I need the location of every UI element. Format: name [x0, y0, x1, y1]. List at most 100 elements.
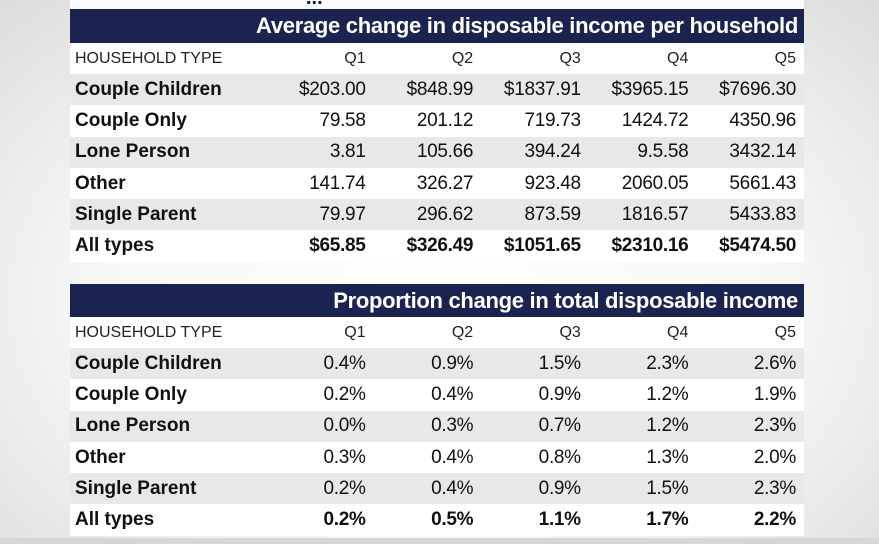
cell-value: $65.85: [266, 230, 374, 262]
cell-value: 79.97: [266, 199, 374, 231]
row-label: Other: [70, 167, 266, 200]
table-row: Couple Only 79.58 201.12 719.73 1424.72 …: [70, 105, 804, 137]
column-header-q2: Q2: [373, 43, 482, 74]
cell-value: 2.3%: [696, 473, 804, 505]
cell-value: 0.4%: [266, 348, 374, 380]
table-row: Lone Person 0.0% 0.3% 0.7% 1.2% 2.3%: [70, 410, 804, 442]
proportion-table-header: HOUSEHOLD TYPE Q1 Q2 Q3 Q4 Q5: [70, 317, 804, 348]
income-panel: ... Average change in disposable income …: [70, 0, 804, 262]
cell-value: 0.9%: [373, 348, 482, 380]
cell-value: 79.58: [266, 105, 374, 137]
cell-value: 2.0%: [696, 441, 804, 474]
cell-value: 3432.14: [696, 136, 804, 168]
cell-value: 5661.43: [696, 167, 804, 200]
column-header-q2: Q2: [373, 317, 482, 348]
row-label: Lone Person: [70, 136, 266, 168]
cell-value: 0.0%: [266, 410, 374, 442]
cell-value: 0.4%: [373, 473, 482, 505]
row-label: All types: [70, 504, 266, 536]
cell-value: 1424.72: [588, 105, 697, 137]
row-label: Couple Only: [70, 105, 266, 137]
row-label: Couple Children: [70, 348, 266, 380]
cell-value: 2060.05: [588, 167, 697, 200]
column-header-household-type: HOUSEHOLD TYPE: [70, 43, 266, 74]
table-row: Other 141.74 326.27 923.48 2060.05 5661.…: [70, 167, 804, 200]
income-table: HOUSEHOLD TYPE Q1 Q2 Q3 Q4 Q5 Couple Chi…: [70, 43, 804, 262]
cell-value: 0.3%: [373, 410, 482, 442]
table-row: Single Parent 0.2% 0.4% 0.9% 1.5% 2.3%: [70, 473, 804, 505]
cell-value: 0.9%: [481, 473, 589, 505]
cell-value: 2.3%: [588, 348, 697, 380]
clipped-heading: ...: [306, 0, 323, 9]
column-header-q3: Q3: [481, 317, 589, 348]
cell-value: 923.48: [481, 167, 589, 200]
cell-value: 873.59: [481, 199, 589, 231]
proportion-panel: Proportion change in total disposable in…: [70, 284, 804, 536]
cell-value: $3965.15: [588, 74, 697, 106]
cell-value: 1816.57: [588, 199, 697, 231]
table-row: Single Parent 79.97 296.62 873.59 1816.5…: [70, 199, 804, 231]
cell-value: 5433.83: [696, 199, 804, 231]
cell-value: 326.27: [373, 167, 482, 200]
cell-value: 1.9%: [696, 379, 804, 411]
cell-value: $2310.16: [588, 230, 697, 262]
cell-value: 1.5%: [481, 348, 589, 380]
row-label: Couple Only: [70, 379, 266, 411]
cell-value: 1.5%: [588, 473, 697, 505]
cell-value: 105.66: [373, 136, 482, 168]
cell-value: 719.73: [481, 105, 589, 137]
cell-value: 1.2%: [588, 379, 697, 411]
cell-value: 0.2%: [266, 473, 374, 505]
cell-value: 2.3%: [696, 410, 804, 442]
cell-value: 394.24: [481, 136, 589, 168]
cell-value: $7696.30: [696, 74, 804, 106]
table-row: Lone Person 3.81 105.66 394.24 9.5.58 34…: [70, 136, 804, 168]
cell-value: 1.1%: [481, 504, 589, 536]
bottom-strip: [0, 538, 879, 544]
table-row: Couple Children $203.00 $848.99 $1837.91…: [70, 74, 804, 106]
cell-value: 141.74: [266, 167, 374, 200]
cell-value: $203.00: [266, 74, 374, 106]
cell-value: $848.99: [373, 74, 482, 106]
clipped-heading-area: ...: [70, 0, 804, 9]
cell-value: $5474.50: [696, 230, 804, 262]
column-header-q4: Q4: [588, 317, 697, 348]
income-table-title: Average change in disposable income per …: [70, 9, 804, 43]
row-label: Other: [70, 441, 266, 474]
cell-value: 0.3%: [266, 441, 374, 474]
cell-value: 9.5.58: [588, 136, 697, 168]
cell-value: $1837.91: [481, 74, 589, 106]
row-label: All types: [70, 230, 266, 262]
column-header-q5: Q5: [696, 43, 804, 74]
cell-value: 0.7%: [481, 410, 589, 442]
cell-value: 0.5%: [373, 504, 482, 536]
cell-value: 296.62: [373, 199, 482, 231]
table-row: Other 0.3% 0.4% 0.8% 1.3% 2.0%: [70, 441, 804, 474]
proportion-table-title: Proportion change in total disposable in…: [70, 284, 804, 317]
cell-value: 1.3%: [588, 441, 697, 474]
column-header-q3: Q3: [481, 43, 589, 74]
table-row-total: All types 0.2% 0.5% 1.1% 1.7% 2.2%: [70, 504, 804, 536]
column-header-q1: Q1: [266, 317, 374, 348]
cell-value: 2.2%: [696, 504, 804, 536]
column-header-household-type: HOUSEHOLD TYPE: [70, 317, 266, 348]
cell-value: $1051.65: [481, 230, 589, 262]
column-header-q4: Q4: [588, 43, 697, 74]
row-label: Single Parent: [70, 199, 266, 231]
row-label: Lone Person: [70, 410, 266, 442]
cell-value: 0.4%: [373, 379, 482, 411]
cell-value: 0.2%: [266, 504, 374, 536]
row-label: Couple Children: [70, 74, 266, 106]
table-row: Couple Only 0.2% 0.4% 0.9% 1.2% 1.9%: [70, 379, 804, 411]
cell-value: 2.6%: [696, 348, 804, 380]
cell-value: 0.9%: [481, 379, 589, 411]
table-row: Couple Children 0.4% 0.9% 1.5% 2.3% 2.6%: [70, 348, 804, 380]
cell-value: 1.7%: [588, 504, 697, 536]
cell-value: $326.49: [373, 230, 482, 262]
column-header-q5: Q5: [696, 317, 804, 348]
cell-value: 0.8%: [481, 441, 589, 474]
cell-value: 3.81: [266, 136, 374, 168]
table-row-total: All types $65.85 $326.49 $1051.65 $2310.…: [70, 230, 804, 262]
cell-value: 0.4%: [373, 441, 482, 474]
cell-value: 0.2%: [266, 379, 374, 411]
